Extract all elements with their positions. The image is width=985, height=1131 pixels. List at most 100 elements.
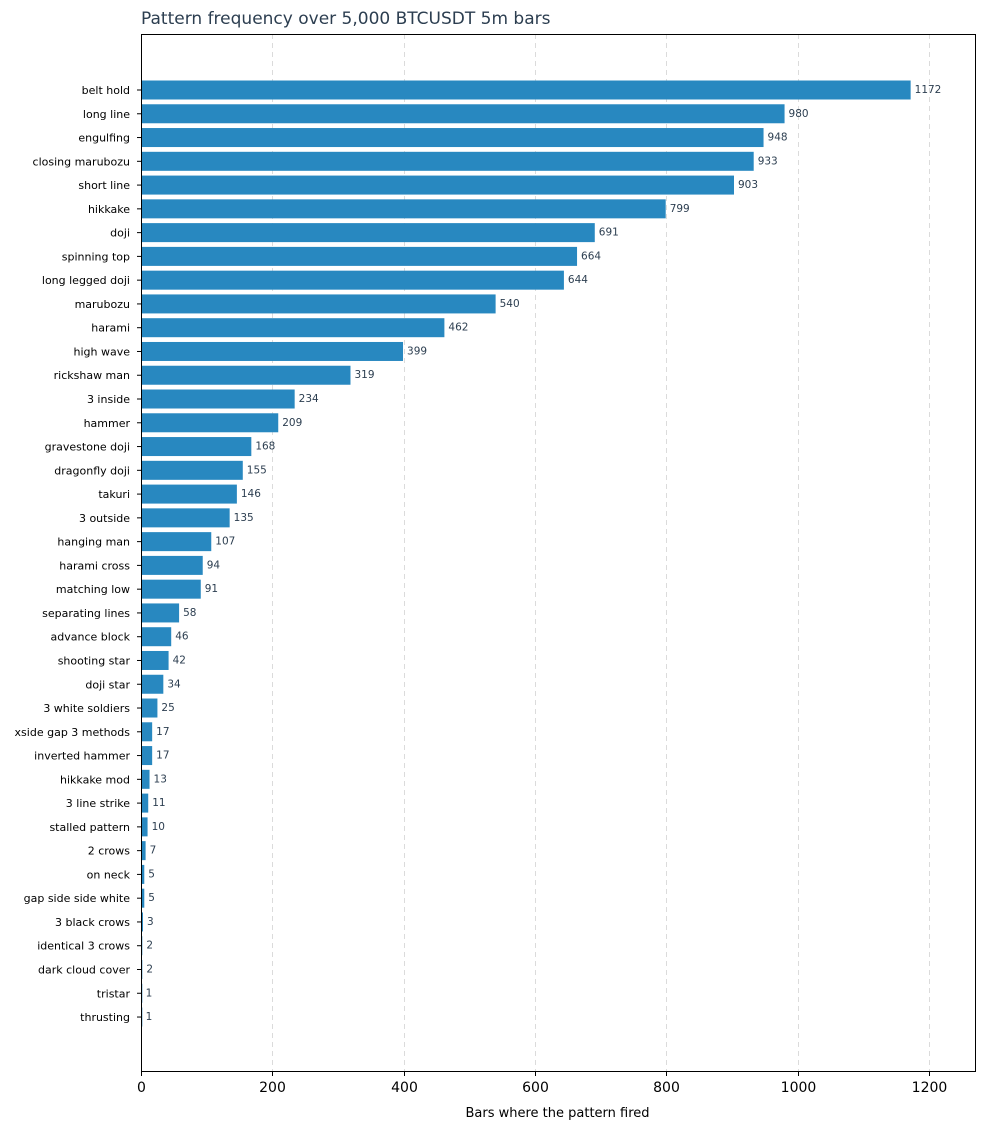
value-label: 691: [599, 227, 619, 239]
bar: [141, 223, 595, 243]
x-tick-label: 600: [522, 1080, 549, 1096]
x-tick-label: 0: [137, 1080, 146, 1096]
category-label: dragonfly doji: [54, 464, 130, 477]
category-label: takuri: [98, 488, 130, 501]
x-tick-label: 200: [259, 1080, 286, 1096]
value-label: 209: [282, 417, 302, 429]
category-label: gravestone doji: [45, 441, 130, 454]
category-label: long legged doji: [42, 274, 130, 287]
value-label: 933: [758, 155, 778, 167]
bar: [141, 199, 666, 219]
value-label: 11: [152, 797, 165, 809]
value-label: 1: [146, 987, 153, 999]
bar: [141, 151, 754, 171]
bar: [141, 246, 578, 266]
category-label: hammer: [84, 417, 131, 430]
value-label: 25: [161, 702, 174, 714]
bar: [141, 508, 230, 528]
category-label: 3 outside: [79, 512, 130, 525]
category-label: hikkake: [88, 203, 130, 216]
category-label: on neck: [87, 868, 131, 881]
value-label: 34: [167, 678, 181, 690]
bar: [141, 460, 243, 480]
value-label: 7: [150, 845, 157, 857]
value-label: 1: [146, 1011, 153, 1023]
category-label: dark cloud cover: [38, 963, 130, 976]
bar: [141, 365, 351, 385]
category-label: 3 line strike: [66, 797, 130, 810]
bar: [141, 722, 153, 742]
category-label: rickshaw man: [54, 369, 130, 382]
value-label: 58: [183, 607, 196, 619]
category-label: separating lines: [42, 607, 130, 620]
value-label: 146: [241, 488, 261, 500]
bar: [141, 104, 785, 124]
value-label: 799: [670, 203, 690, 215]
x-axis-label: Bars where the pattern fired: [465, 1106, 649, 1121]
value-label: 94: [207, 559, 221, 571]
bar: [141, 484, 237, 504]
category-label: 3 inside: [87, 393, 130, 406]
value-label: 462: [448, 322, 468, 334]
bar: [141, 318, 445, 338]
category-labels: belt hold long line engulfing closing marub…: [15, 84, 131, 1024]
x-tick-label: 1200: [912, 1080, 948, 1096]
value-label: 17: [156, 726, 169, 738]
category-label: marubozu: [75, 298, 130, 311]
category-label: hanging man: [57, 536, 130, 549]
bar: [141, 532, 212, 552]
category-label: closing marubozu: [33, 155, 130, 168]
value-label: 13: [154, 773, 167, 785]
bar: [141, 841, 146, 861]
category-label: stalled pattern: [49, 821, 130, 834]
value-label: 5: [148, 892, 155, 904]
category-label: short line: [78, 179, 130, 192]
bar: [141, 413, 279, 433]
bar: [141, 746, 153, 766]
bar: [141, 817, 148, 837]
category-label: identical 3 crows: [37, 940, 130, 953]
bar: [141, 128, 764, 148]
bar: [141, 793, 149, 813]
value-label: 980: [789, 108, 809, 120]
value-label: 5: [148, 868, 155, 880]
value-label: 948: [768, 132, 788, 144]
value-label: 319: [354, 369, 374, 381]
value-label: 2: [146, 963, 153, 975]
category-label: thrusting: [80, 1011, 130, 1024]
category-label: engulfing: [78, 132, 130, 145]
x-tick-label: 1000: [781, 1080, 817, 1096]
value-label: 664: [581, 250, 601, 262]
bar: [141, 674, 164, 694]
bar: [141, 698, 158, 718]
category-label: high wave: [74, 345, 131, 358]
bar: [141, 650, 169, 670]
value-label: 10: [152, 821, 165, 833]
category-label: gap side side white: [24, 892, 131, 905]
category-label: harami cross: [59, 559, 130, 572]
value-label: 168: [255, 441, 275, 453]
category-label: doji star: [85, 678, 130, 691]
x-tick-label: 800: [653, 1080, 680, 1096]
value-label: 2: [146, 940, 153, 952]
category-label: tristar: [97, 987, 131, 1000]
value-label: 46: [175, 631, 189, 643]
category-label: harami: [91, 322, 130, 335]
category-label: shooting star: [58, 654, 131, 667]
category-label: spinning top: [62, 250, 130, 263]
bar: [141, 579, 201, 599]
bar: [141, 627, 172, 647]
category-label: matching low: [56, 583, 130, 596]
category-label: belt hold: [82, 84, 130, 97]
bar: [141, 603, 180, 623]
bar: [141, 912, 143, 932]
value-label: 107: [215, 536, 235, 548]
value-label: 3: [147, 916, 154, 928]
bars: [141, 80, 911, 1027]
value-labels: 1172980948933903799691664644540462399319…: [146, 84, 942, 1023]
category-label: inverted hammer: [34, 750, 130, 763]
category-label: doji: [110, 227, 130, 240]
value-label: 399: [407, 345, 427, 357]
bar: [141, 864, 145, 884]
